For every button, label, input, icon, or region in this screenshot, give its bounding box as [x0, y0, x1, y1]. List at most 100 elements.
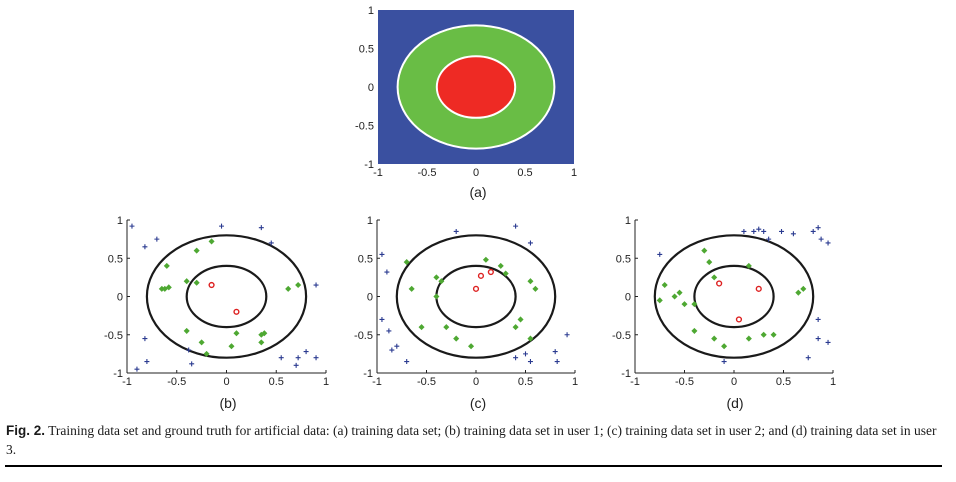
x-tick-0-5: 0.5 [269, 376, 284, 388]
x-tick-1: -1 [373, 167, 383, 179]
ring-class-point [691, 301, 698, 308]
caption-text: Training data set and ground truth for a… [6, 423, 937, 457]
outer-class-point [815, 225, 821, 231]
x-tick-0: 0 [223, 376, 229, 388]
ring-class-point [163, 262, 170, 269]
outer-class-point [761, 228, 767, 234]
outer-class-point [303, 349, 309, 355]
x-tick-labels: -1 -0.5 0 0.5 1 [122, 376, 329, 388]
axes [376, 219, 576, 374]
ring-class-point [800, 285, 807, 292]
y-tick-1: 1 [117, 215, 123, 227]
inner-class-point [716, 280, 723, 287]
ring-class-point [258, 339, 265, 346]
ring-class-point [527, 278, 534, 285]
y-tick-labels: 1 0.5 0 -0.5 -1 [355, 5, 374, 171]
outer-class-point [805, 355, 811, 361]
outer-class-point [766, 236, 772, 242]
outer-class-point [379, 316, 385, 322]
outer-class-point [219, 223, 225, 229]
ring-class-point [261, 330, 268, 337]
ring-class-point [295, 282, 302, 289]
x-tick-0: 0 [473, 167, 479, 179]
ring-class-point [193, 247, 200, 254]
outer-class-point [523, 351, 528, 357]
y-tick-0-5: 0.5 [358, 253, 373, 265]
inner-class-point [487, 268, 494, 276]
y-tick-0-5: -0.5 [354, 330, 373, 342]
y-tick-1: 1 [625, 215, 631, 227]
x-tick-0-5: -0.5 [417, 376, 436, 388]
outer-class-point [258, 225, 264, 231]
outer-class-point [129, 223, 135, 229]
x-tick-0-5: -0.5 [675, 376, 694, 388]
ring-class-point [512, 324, 519, 331]
ring-class-point [443, 324, 450, 331]
y-tick-0-5: -0.5 [104, 330, 123, 342]
ring-class-point [482, 256, 489, 263]
outer-class-point [810, 228, 816, 234]
outer-class-point [453, 228, 459, 234]
ring-class-point [745, 335, 752, 342]
caption-divider [5, 465, 942, 467]
figure-caption: Fig. 2. Training data set and ground tru… [6, 421, 946, 459]
outer-class-point [142, 244, 148, 250]
y-tick-0-5: 0.5 [616, 253, 631, 265]
ring-class-point [770, 331, 777, 338]
outer-class-point [741, 228, 747, 234]
y-tick-0: 0 [367, 292, 373, 304]
outer-class-point [564, 332, 570, 338]
ring-class-point [745, 262, 752, 269]
data-points [379, 223, 570, 365]
y-tick-0-5: -0.5 [612, 330, 631, 342]
inner-boundary-circle [693, 264, 775, 329]
ring-class-point [656, 297, 663, 304]
ring-class-point [502, 270, 509, 277]
outer-class-point [554, 359, 560, 365]
outer-class-point [379, 251, 385, 257]
decision-boundaries [653, 234, 815, 359]
panel-label-a: (a) [469, 184, 486, 200]
ring-class-point [681, 301, 688, 308]
ring-class-point [701, 247, 708, 254]
x-tick-1: 1 [830, 376, 836, 388]
x-tick-1: -1 [122, 376, 132, 388]
inner-class-point [208, 281, 215, 289]
y-tick-0: 0 [117, 292, 123, 304]
caption-label: Fig. 2. [6, 423, 46, 438]
outer-class-point [293, 362, 299, 368]
outer-class-point [313, 355, 319, 361]
y-tick-1: 1 [368, 5, 374, 17]
outer-class-point [386, 328, 392, 334]
x-tick-0-5: -0.5 [167, 376, 186, 388]
decision-boundaries [145, 234, 308, 359]
inner-boundary-circle [185, 264, 268, 329]
ring-class-point [711, 335, 718, 342]
ring-class-point [203, 350, 210, 357]
ring-class-point [183, 278, 190, 285]
inner-boundary-circle [435, 264, 517, 329]
ring-class-point [760, 331, 767, 338]
ring-class-point [198, 339, 205, 346]
outer-class-point [278, 355, 284, 361]
ring-class-point [285, 285, 292, 292]
x-tick-1: 1 [572, 376, 578, 388]
ring-class-point [408, 285, 415, 292]
inner-class-point [477, 272, 485, 279]
y-tick-1: -1 [621, 368, 631, 380]
outer-class-point [790, 231, 796, 237]
ring-class-point [517, 316, 524, 323]
ring-class-point [233, 330, 240, 337]
ring-class-point [433, 293, 440, 300]
y-tick-1: -1 [113, 368, 123, 380]
outer-class-point [186, 347, 192, 353]
x-tick-labels: -1 -0.5 0 0.5 1 [372, 376, 578, 388]
panel-d: -1 -0.5 0 0.5 1 1 0.5 0 -0.5 -1 (d) [612, 215, 836, 411]
x-tick-0-5: 0.5 [517, 167, 532, 179]
ring-class-point [183, 327, 190, 334]
panel-label-b: (b) [219, 395, 236, 411]
outer-class-point [527, 240, 533, 246]
y-tick-0: 0 [368, 82, 374, 94]
ring-class-point [691, 327, 698, 334]
outer-class-point [389, 347, 395, 353]
